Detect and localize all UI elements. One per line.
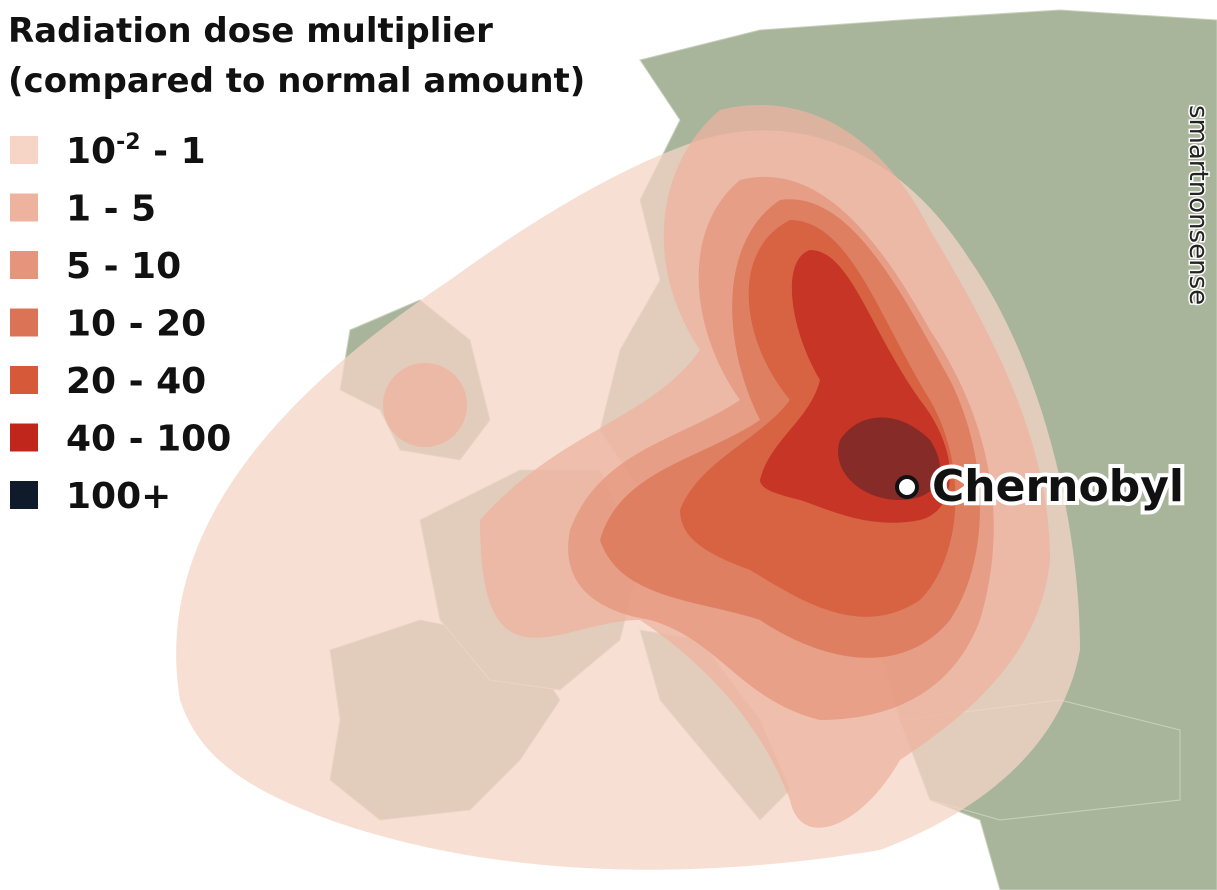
marker-dot — [895, 475, 919, 499]
legend-label: 1 - 5 — [66, 189, 156, 230]
title-line: (compared to normal amount) — [8, 61, 585, 101]
legend-label-text: 40 - 100 — [66, 419, 231, 460]
marker-label: Chernobyl — [932, 461, 1184, 512]
contamination-zones — [176, 105, 1080, 870]
legend-label: 10-2 - 1 — [66, 130, 206, 172]
chernobyl-marker: Chernobyl — [895, 457, 1188, 516]
legend-swatch — [10, 308, 38, 337]
zone — [383, 363, 467, 447]
legend-label-text: 10 — [66, 131, 116, 172]
legend-swatch — [10, 193, 38, 222]
legend-label-text: 10 - 20 — [66, 304, 206, 345]
legend-label-sup: -2 — [116, 130, 140, 155]
legend-label: 20 - 40 — [66, 361, 206, 402]
legend-swatch — [10, 481, 38, 509]
zone — [760, 250, 950, 523]
title-line: Radiation dose multiplier — [8, 11, 493, 51]
watermark: smartnonsense — [1183, 105, 1213, 305]
legend-swatch — [10, 136, 38, 164]
legend-label-text: 1 - 5 — [66, 189, 156, 230]
legend-label-suffix: - 1 — [141, 131, 206, 172]
legend-label: 100+ — [66, 476, 171, 517]
legend-label: 5 - 10 — [66, 246, 181, 287]
legend: 10-2 - 1 1 - 5 5 - 10 10 - 20 20 - 40 40 - 10… — [10, 130, 231, 517]
legend-label-text: 20 - 40 — [66, 361, 206, 402]
legend-label: 40 - 100 — [66, 419, 231, 460]
title: Radiation dose multiplier (compared to n… — [8, 11, 585, 101]
legend-swatch — [10, 423, 38, 452]
legend-label: 10 - 20 — [66, 304, 206, 345]
legend-swatch — [10, 366, 38, 394]
legend-label-text: 100+ — [66, 476, 171, 517]
legend-swatch — [10, 251, 38, 279]
legend-label-text: 5 - 10 — [66, 246, 181, 287]
